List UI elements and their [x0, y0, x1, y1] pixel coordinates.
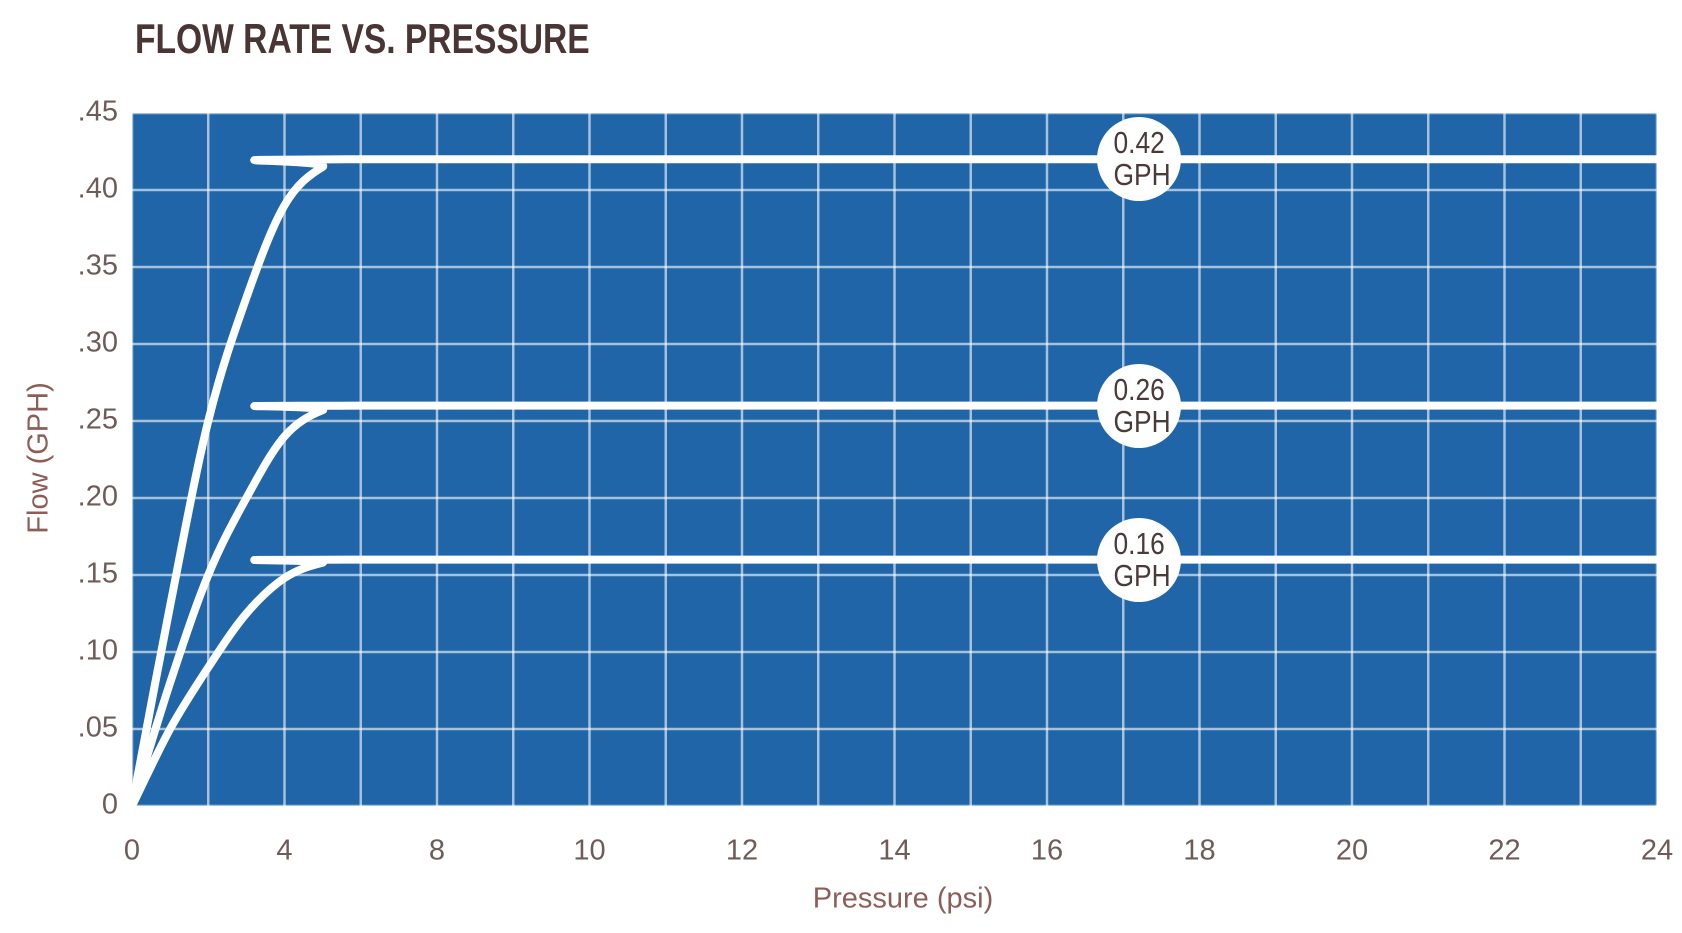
y-tick-label: .25 [78, 404, 118, 436]
y-tick-label: .30 [78, 327, 118, 359]
y-tick-label: .15 [78, 558, 118, 590]
x-tick-label: 20 [1336, 835, 1368, 867]
x-axis-label: Pressure (psi) [813, 883, 994, 915]
x-tick-label: 0 [124, 835, 140, 867]
x-tick-label: 24 [1641, 835, 1673, 867]
y-tick-label: .45 [78, 96, 118, 128]
series-label-text: 0.42 GPH [1113, 125, 1171, 193]
series-line [128, 155, 1661, 810]
y-tick-label: .20 [78, 481, 118, 513]
y-tick-label: .05 [78, 712, 118, 744]
x-tick-label: 22 [1488, 835, 1520, 867]
y-tick-label: .35 [78, 250, 118, 282]
y-axis-label: Flow (GPH) [23, 382, 55, 533]
x-tick-label: 14 [878, 835, 910, 867]
y-tick-label: 0 [102, 789, 118, 821]
x-tick-label: 16 [1031, 835, 1063, 867]
x-tick-label: 8 [429, 835, 445, 867]
y-tick-label: .40 [78, 173, 118, 205]
series-label: 0.42 GPH [1096, 117, 1181, 202]
series-line [128, 555, 1661, 810]
series-line [128, 401, 1661, 810]
series-label: 0.16 GPH [1096, 517, 1181, 602]
series-label-text: 0.26 GPH [1113, 371, 1171, 439]
x-tick-label: 12 [726, 835, 758, 867]
y-tick-label: .10 [78, 635, 118, 667]
x-tick-label: 18 [1183, 835, 1215, 867]
series-label: 0.26 GPH [1096, 363, 1181, 448]
x-tick-label: 10 [573, 835, 605, 867]
series-label-text: 0.16 GPH [1113, 525, 1171, 593]
x-tick-label: 4 [276, 835, 292, 867]
chart-title: FLOW RATE VS. PRESSURE [135, 17, 590, 63]
